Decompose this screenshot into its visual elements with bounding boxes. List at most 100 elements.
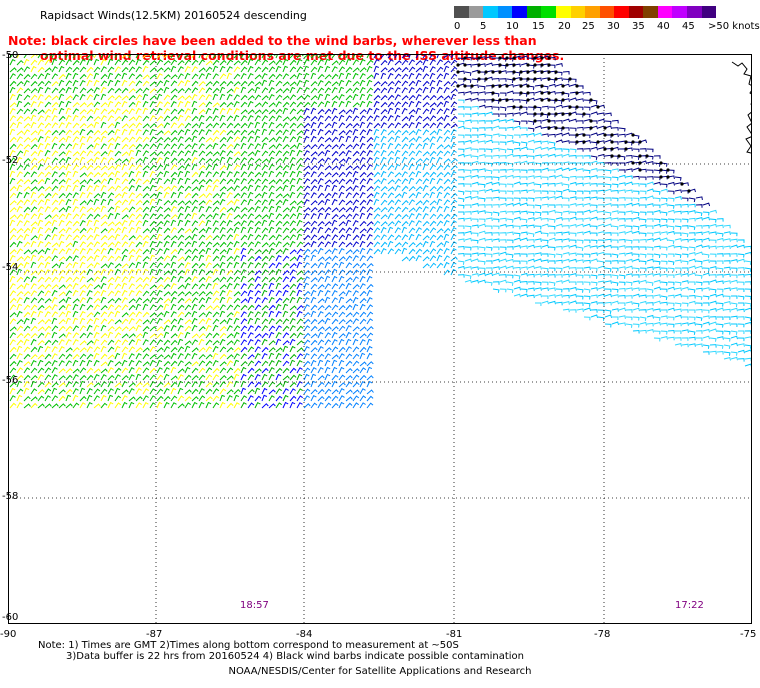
wind-barb: [9, 318, 17, 325]
wind-barb: [9, 275, 16, 283]
wind-barb: [79, 297, 86, 304]
wind-barb: [555, 195, 564, 200]
wind-barb: [170, 171, 178, 178]
wind-barb: [142, 353, 150, 360]
wind-barb: [338, 221, 346, 227]
wind-barb: [9, 157, 17, 164]
wind-barb: [107, 304, 114, 311]
wind-barb: [149, 88, 157, 94]
contamination-marker: [547, 91, 551, 95]
wind-barb: [37, 115, 44, 122]
wind-barb: [282, 54, 289, 59]
wind-barb: [429, 79, 436, 87]
wind-barb: [730, 244, 739, 249]
wind-barb: [30, 199, 37, 206]
wind-barb: [93, 156, 100, 164]
wind-barb: [604, 202, 612, 207]
wind-barb: [79, 93, 86, 101]
wind-barb: [359, 135, 366, 143]
wind-barb: [716, 336, 724, 340]
contamination-marker: [589, 126, 593, 130]
wind-barb: [576, 239, 584, 244]
wind-barb: [51, 178, 59, 185]
wind-barb: [219, 249, 227, 255]
wind-barb: [653, 316, 661, 321]
wind-barb: [135, 318, 143, 325]
wind-barb: [387, 248, 394, 255]
wind-barb: [212, 163, 219, 171]
colorbar-label: 30: [607, 21, 620, 32]
wind-barb: [135, 54, 142, 59]
wind-barb: [177, 360, 184, 367]
contamination-marker: [491, 70, 495, 74]
wind-barb: [93, 58, 100, 66]
wind-barb: [450, 170, 457, 178]
wind-barb: [359, 326, 367, 332]
wind-barb: [611, 260, 619, 264]
wind-barb: [331, 402, 339, 409]
wind-barb: [79, 340, 87, 346]
wind-barb: [632, 182, 640, 187]
wind-barb: [450, 220, 457, 227]
wind-barb: [163, 331, 170, 339]
wind-barb: [590, 111, 599, 116]
wind-barb: [23, 304, 31, 311]
wind-barb: [261, 304, 269, 311]
wind-barb: [331, 100, 338, 108]
wind-barb: [184, 87, 192, 94]
wind-barb: [23, 282, 30, 290]
wind-barb: [184, 108, 191, 115]
wind-barb: [373, 100, 380, 108]
wind-barb: [303, 332, 311, 339]
wind-barb: [324, 206, 332, 213]
wind-barb: [359, 269, 367, 276]
wind-barb: [177, 165, 185, 171]
wind-barb: [51, 346, 58, 353]
wind-barb: [226, 354, 234, 360]
wind-barb: [240, 129, 248, 136]
wind-barb: [44, 290, 51, 297]
wind-barb: [415, 107, 421, 115]
wind-barb: [408, 213, 415, 220]
wind-barb: [625, 147, 633, 152]
wind-barb: [121, 100, 128, 108]
wind-barb: [702, 321, 710, 326]
wind-barb: [366, 283, 374, 290]
wind-barb: [163, 373, 170, 381]
wind-barb: [205, 171, 212, 178]
wind-barb: [58, 395, 66, 402]
wind-barb: [429, 213, 437, 220]
wind-barb: [730, 351, 738, 356]
wind-barb: [79, 255, 87, 262]
wind-barb: [156, 59, 164, 66]
wind-barb: [240, 366, 247, 374]
wind-barb: [709, 260, 717, 265]
wind-barb: [443, 114, 450, 122]
wind-barb: [219, 164, 227, 171]
wind-barb: [16, 325, 24, 332]
wind-barb: [499, 106, 507, 111]
wind-barb: [149, 136, 156, 143]
wind-barb: [233, 185, 240, 192]
wind-barb: [478, 230, 486, 235]
wind-barb: [569, 148, 577, 153]
wind-barb: [366, 275, 373, 283]
wind-barb: [597, 176, 605, 180]
wind-barb: [114, 326, 122, 332]
wind-barb: [254, 220, 262, 227]
wind-barb: [464, 90, 472, 95]
wind-barb: [443, 269, 451, 276]
wind-barb: [555, 154, 563, 158]
wind-barb: [583, 139, 591, 144]
wind-barb: [660, 253, 668, 258]
wind-barb: [128, 94, 136, 101]
wind-barb: [289, 149, 296, 157]
wind-barb: [618, 169, 626, 173]
wind-barb: [689, 309, 696, 314]
wind-barb: [86, 135, 93, 143]
wind-barb: [562, 98, 570, 102]
wind-barb: [163, 86, 170, 94]
wind-barb: [170, 143, 178, 150]
wind-barb: [345, 87, 353, 94]
wind-barb: [471, 258, 480, 262]
